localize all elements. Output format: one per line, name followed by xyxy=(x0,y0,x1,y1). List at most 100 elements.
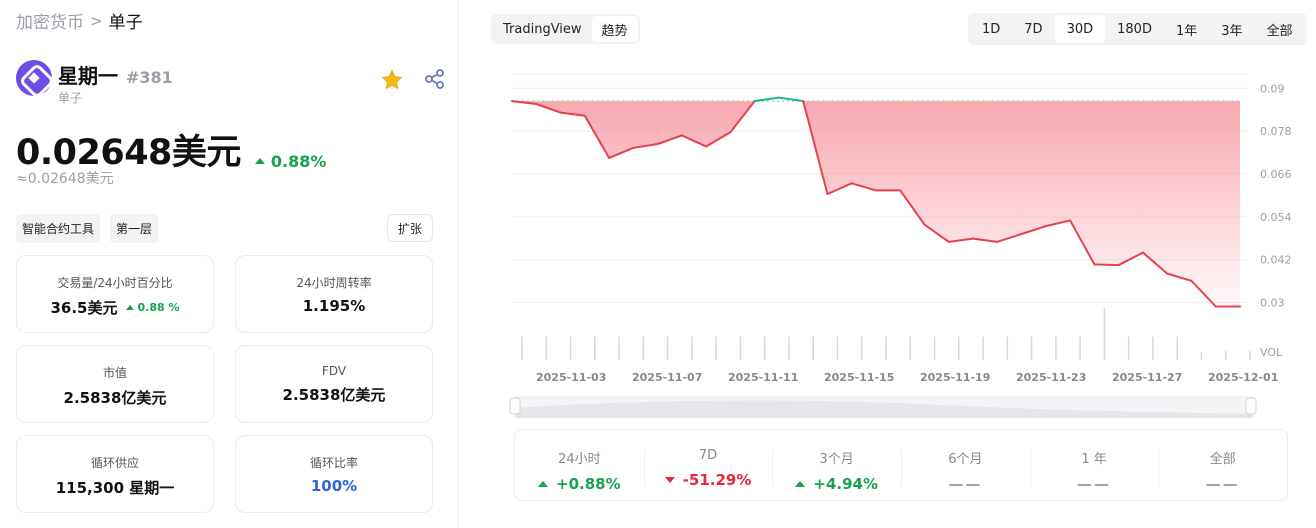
stat-label: 循环供应 xyxy=(90,456,139,470)
coin-symbol: 单子 xyxy=(58,91,83,105)
chart-view-toggle: TradingView 趋势 xyxy=(491,14,640,44)
price-line-segment xyxy=(947,237,975,243)
price-line-segment xyxy=(680,134,708,148)
price-line-segment xyxy=(608,146,635,159)
perf-value-row: -51.29% xyxy=(644,471,773,489)
price-line-segment xyxy=(802,100,829,195)
range-all[interactable]: 全部 xyxy=(1266,23,1293,39)
price-line-segment xyxy=(826,182,853,195)
price-line-segment xyxy=(777,96,805,103)
perf-value-row: +0.88% xyxy=(515,475,644,493)
perf-value: —— xyxy=(948,475,983,493)
perf-label: 24小时 xyxy=(558,452,601,467)
perf-3m: 3个月 +4.94% xyxy=(772,430,901,500)
tab-tradingview[interactable]: TradingView xyxy=(503,21,582,37)
volume-change: 0.88 % xyxy=(125,301,180,314)
perf-value-row: +4.94% xyxy=(772,475,901,493)
y-tick-label: 0.054 xyxy=(1260,211,1292,224)
price-row: 0.02648美元 0.88% xyxy=(16,124,326,175)
stat-card-volume: 交易量/24小时百分比 36.5美元 0.88 % xyxy=(16,255,214,333)
y-tick-label: 0.066 xyxy=(1260,168,1292,181)
expand-button[interactable]: 扩张 xyxy=(387,214,433,242)
y-tick-label: 0.09 xyxy=(1260,82,1285,95)
price-line-segment xyxy=(632,143,659,149)
x-tick-label: 2025-11-11 xyxy=(728,371,798,384)
stat-label: 循环比率 xyxy=(309,456,358,470)
price-line-segment xyxy=(1166,272,1193,282)
price-line-segment xyxy=(923,223,950,243)
x-tick-label: 2025-11-27 xyxy=(1112,371,1182,384)
x-tick-label: 2025-11-03 xyxy=(536,371,606,384)
tag-layer-one[interactable]: 第一层 xyxy=(110,214,159,243)
x-tick-label: 2025-11-23 xyxy=(1016,371,1086,384)
stat-card-market-cap: 市值 2.5838亿美元 xyxy=(16,345,214,423)
price-change-value: 0.88% xyxy=(270,151,327,171)
stat-value: 115,300 星期一 xyxy=(55,479,175,497)
perf-label: 6个月 xyxy=(948,452,983,467)
perf-1y: 1 年 —— xyxy=(1029,430,1159,500)
breadcrumb-separator: > xyxy=(90,11,103,30)
perf-value: —— xyxy=(1077,475,1112,493)
y-tick-label: 0.03 xyxy=(1260,297,1285,310)
stat-label: 24小时周转率 xyxy=(296,276,372,290)
coin-name: 星期一 xyxy=(58,64,118,88)
stat-card-circulating-ratio: 循环比率 100% xyxy=(235,435,433,513)
coin-logo xyxy=(16,60,52,96)
tab-trend[interactable]: 趋势 xyxy=(591,16,638,42)
range-1y[interactable]: 1年 xyxy=(1175,23,1198,39)
x-tick-label: 2025-11-15 xyxy=(824,371,894,384)
arrow-up-icon xyxy=(538,481,549,487)
price-area xyxy=(512,101,1240,307)
tag-smart-contract[interactable]: 智能合约工具 xyxy=(16,214,101,243)
stat-value: 36.5美元 xyxy=(50,299,118,317)
coin-info-panel: 加密货币 > 单子 星期一 #381 单子 0.02648美元 0.88% ≈0… xyxy=(0,0,458,528)
stat-value: 2.5838亿美元 xyxy=(63,389,167,407)
price-line-segment xyxy=(972,237,999,243)
price-line-segment xyxy=(729,100,756,134)
category-tags: 智能合约工具 第一层 xyxy=(16,214,159,243)
coin-header: 星期一 #381 单子 xyxy=(16,60,173,106)
price-line-segment xyxy=(1117,251,1144,267)
range-7d[interactable]: 7D xyxy=(1024,21,1043,37)
range-1d[interactable]: 1D xyxy=(982,21,1001,37)
range-3y[interactable]: 3年 xyxy=(1221,23,1243,39)
price-line-segment xyxy=(753,96,780,103)
perf-label: 7D xyxy=(698,448,718,463)
y-tick-label: 0.078 xyxy=(1260,125,1292,138)
stat-value: 1.195% xyxy=(302,297,366,315)
panel-divider xyxy=(458,0,459,528)
price-change-24h: 0.88% xyxy=(254,151,327,171)
stat-label: FDV xyxy=(321,364,347,378)
perf-value: -51.29% xyxy=(682,471,752,489)
breadcrumb-current: 单子 xyxy=(108,13,143,33)
price-line-segment xyxy=(1141,251,1169,275)
favorite-star-icon[interactable] xyxy=(380,68,404,92)
breadcrumb-root[interactable]: 加密货币 xyxy=(16,13,84,33)
perf-value: +0.88% xyxy=(556,475,621,493)
stat-card-circulating-supply: 循环供应 115,300 星期一 xyxy=(16,435,214,513)
volume-axis-label: VOL xyxy=(1260,346,1283,359)
stat-value-row: 36.5美元 0.88 % xyxy=(17,297,213,318)
price-line-segment xyxy=(1093,263,1120,267)
price-approx: ≈0.02648美元 xyxy=(16,171,114,187)
arrow-up-icon xyxy=(125,305,134,310)
price-line-segment xyxy=(996,233,1023,243)
price-line-segment xyxy=(1044,219,1072,228)
stat-value: 2.5838亿美元 xyxy=(282,386,386,404)
price-line-segment xyxy=(1020,225,1047,235)
perf-24h: 24小时 +0.88% xyxy=(515,430,644,500)
stat-card-fdv: FDV 2.5838亿美元 xyxy=(235,345,433,423)
range-180d[interactable]: 180D xyxy=(1117,21,1152,37)
coin-rank: #381 xyxy=(126,68,173,87)
x-tick-label: 2025-12-01 xyxy=(1208,371,1278,384)
navigator-handle-right xyxy=(1245,397,1257,415)
range-30d[interactable]: 30D xyxy=(1054,15,1106,43)
arrow-up-icon xyxy=(254,158,265,164)
perf-value: +4.94% xyxy=(813,475,878,493)
price-chart[interactable]: 0.09 0.078 0.066 0.054 0.042 0.03 VOL 2025-11-0… xyxy=(500,60,1300,424)
perf-all: 全部 —— xyxy=(1158,430,1287,500)
arrow-up-icon xyxy=(795,481,806,487)
share-icon[interactable] xyxy=(424,68,446,90)
perf-label: 1 年 xyxy=(1081,452,1107,467)
volume-change-value: 0.88 % xyxy=(137,301,180,314)
